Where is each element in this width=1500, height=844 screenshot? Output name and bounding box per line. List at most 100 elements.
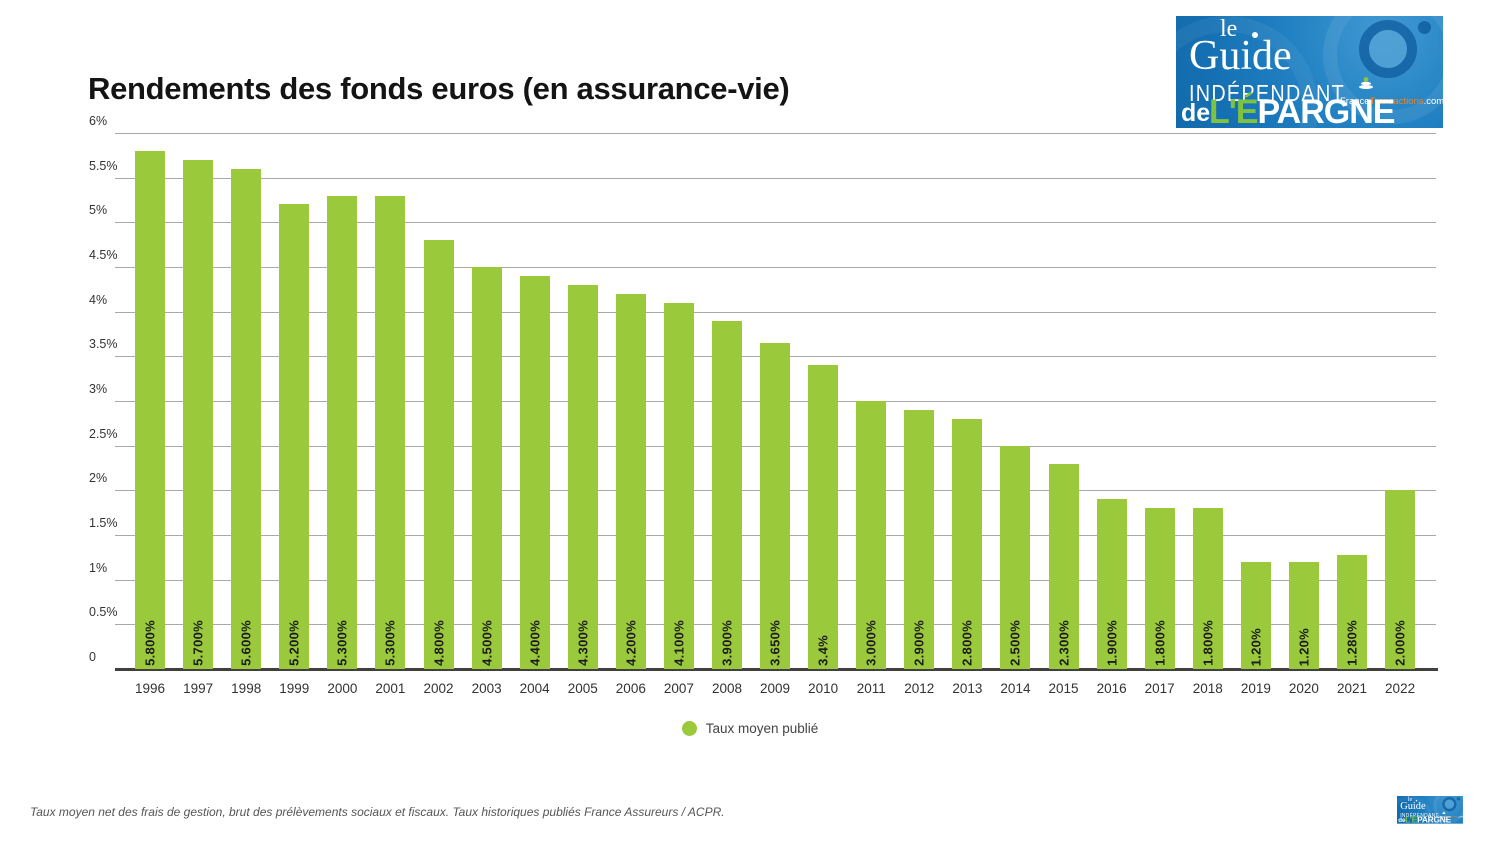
bar-2019[interactable]: 1.20% [1240, 561, 1271, 669]
bar-value-label: 4.300% [575, 620, 591, 666]
bar-value-label: 4.800% [431, 620, 446, 666]
bar-2014[interactable]: 2.500% [1000, 445, 1031, 669]
bar-2009[interactable]: 3.650% [760, 342, 791, 669]
x-tick-label: 2002 [423, 681, 454, 696]
x-tick-label: 2005 [567, 681, 598, 696]
bar-2007[interactable]: 4.100% [663, 302, 694, 669]
x-axis-line [115, 668, 1438, 671]
ft-com: .com [1458, 815, 1463, 819]
page-title: Rendements des fonds euros (en assurance… [88, 70, 790, 106]
bar-slot: 3.000% [847, 133, 895, 669]
bar-slot: 5.800% [126, 133, 174, 669]
logo-text-independant: INDÉPENDANT [1400, 811, 1439, 819]
bar-2006[interactable]: 4.200% [615, 293, 646, 669]
bar-value-label: 2.800% [959, 620, 975, 666]
bar-slot: 3.900% [703, 133, 751, 669]
x-tick-label: 2003 [471, 681, 502, 696]
bar-1997[interactable]: 5.700% [183, 159, 214, 669]
pebbles-icon [1442, 811, 1446, 815]
bar-value-label: 4.400% [527, 620, 543, 666]
bar-2011[interactable]: 3.000% [856, 401, 887, 669]
bar-2008[interactable]: 3.900% [711, 320, 742, 669]
bar-1996[interactable]: 5.800% [135, 150, 166, 669]
y-tick-label: 0 [89, 650, 96, 664]
bar-slot: 1.20% [1232, 133, 1280, 669]
bar-value-label: 5.800% [142, 620, 158, 666]
bar-2005[interactable]: 4.300% [567, 284, 598, 669]
bar-slot: 1.800% [1184, 133, 1232, 669]
logo-decorative-circle [1433, 796, 1463, 823]
bar-1998[interactable]: 5.600% [231, 168, 262, 669]
bar-value-label: 5.600% [238, 620, 254, 666]
x-tick-label: 2015 [1048, 681, 1079, 696]
epargne-white-part: PARGNE [1257, 93, 1396, 128]
bar-value-label: 5.300% [334, 620, 350, 666]
gridline [115, 133, 1436, 134]
bar-value-label: 4.100% [671, 620, 687, 666]
bar-1999[interactable]: 5.200% [279, 204, 310, 669]
x-tick-label: 2008 [711, 681, 742, 696]
x-tick-label: 2000 [327, 681, 358, 696]
x-tick-label: 1996 [135, 681, 166, 696]
y-tick-label: 1.5% [89, 516, 118, 530]
ft-transactions: Transactions [1444, 815, 1459, 819]
bar-value-label: 1.280% [1344, 620, 1360, 666]
y-tick-label: 0.5% [89, 605, 118, 620]
logo-text-epargne: L'ÉPARGNE [1209, 93, 1396, 128]
bar-2002[interactable]: 4.800% [423, 240, 454, 669]
bar-slot: 2.000% [1376, 133, 1424, 669]
epargne-white-part: PARGNE [1417, 815, 1451, 824]
bar-2010[interactable]: 3.4% [808, 365, 839, 669]
bar-value-label: 3.4% [815, 635, 831, 666]
x-tick-label: 2017 [1144, 681, 1175, 696]
bar-value-label: 1.20% [1248, 627, 1264, 666]
bar-slot: 1.280% [1328, 133, 1376, 669]
bar-2013[interactable]: 2.800% [952, 418, 983, 669]
bar-2012[interactable]: 2.900% [904, 409, 935, 669]
bar-2001[interactable]: 5.300% [375, 195, 406, 669]
bar-value-label: 3.650% [767, 620, 783, 666]
x-tick-label: 2007 [663, 681, 694, 696]
x-axis-labels: 1996 1997 1998 1999 2000 2001 2002 2003 2004 2005… [126, 681, 1424, 696]
bar-2003[interactable]: 4.500% [471, 267, 502, 669]
x-tick-label: 1998 [231, 681, 262, 696]
logo-text-independant: INDÉPENDANT [1189, 80, 1345, 106]
logo-background: le Guide INDÉPENDANT FranceTransactions.… [1397, 796, 1463, 824]
logo-ring-icon [1442, 796, 1457, 812]
x-tick-label: 2016 [1096, 681, 1127, 696]
bar-2000[interactable]: 5.300% [327, 195, 358, 669]
bar-2020[interactable]: 1.20% [1288, 561, 1319, 669]
bar-2022[interactable]: 2.000% [1385, 490, 1416, 669]
bar-2018[interactable]: 1.800% [1192, 508, 1223, 669]
ft-transactions: Transactions [1369, 96, 1424, 107]
bar-value-label: 2.300% [1056, 620, 1072, 666]
x-tick-label: 2022 [1385, 681, 1416, 696]
y-tick-label: 3.5% [89, 337, 118, 352]
bar-slot: 2.800% [943, 133, 991, 669]
logo-text-le: le [1407, 796, 1413, 803]
bar-2015[interactable]: 2.300% [1048, 463, 1079, 669]
logo-guide-epargne: le Guide INDÉPENDANT FranceTransactions.… [1176, 16, 1443, 128]
france-transactions-label: FranceTransactions.com [1438, 816, 1463, 819]
bar-value-label: 3.900% [719, 620, 735, 666]
logo-text-epargne: L'ÉPARGNE [1405, 815, 1451, 824]
bar-2017[interactable]: 1.800% [1144, 508, 1175, 669]
bar-2004[interactable]: 4.400% [519, 275, 550, 669]
logo-text-de: de [1181, 99, 1211, 127]
bar-value-label: 2.900% [911, 620, 927, 666]
chart-legend[interactable]: Taux moyen publié [0, 721, 1500, 736]
bar-slot: 5.300% [318, 133, 366, 669]
bar-slot: 4.400% [511, 133, 559, 669]
bar-2016[interactable]: 1.900% [1096, 499, 1127, 669]
bar-2021[interactable]: 1.280% [1336, 554, 1367, 669]
bar-value-label: 3.000% [863, 620, 879, 666]
ft-france: France [1437, 815, 1445, 819]
source-note: Taux moyen net des frais de gestion, bru… [30, 805, 725, 819]
logo-background: le Guide INDÉPENDANT FranceTransactions.… [1176, 16, 1443, 128]
x-tick-label: 1999 [279, 681, 310, 696]
bar-slot: 2.900% [895, 133, 943, 669]
x-tick-label: 2011 [856, 681, 886, 696]
x-tick-label: 2021 [1336, 681, 1368, 696]
x-tick-label: 2020 [1288, 681, 1319, 696]
